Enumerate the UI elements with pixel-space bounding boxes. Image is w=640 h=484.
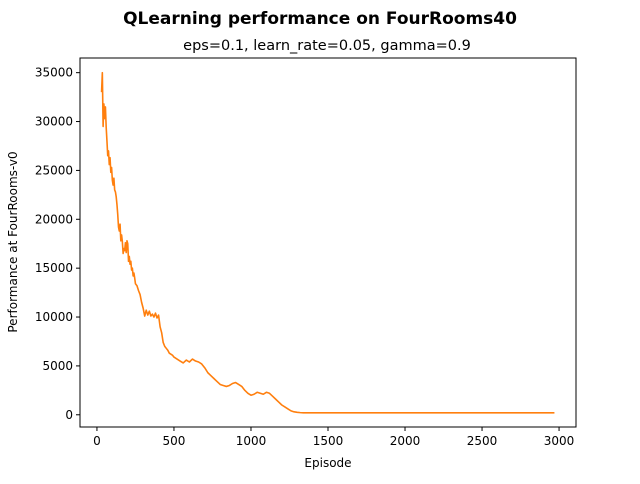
x-tick-label: 500	[163, 434, 186, 448]
y-axis-ticks: 0 5000 10000 15000 20000 25000 30000 35000	[35, 66, 80, 422]
x-tick-label: 1000	[236, 434, 267, 448]
x-axis-label: Episode	[304, 456, 351, 470]
chart-subtitle: eps=0.1, learn_rate=0.05, gamma=0.9	[183, 38, 471, 54]
axes	[79, 57, 577, 428]
x-tick-label: 0	[93, 434, 101, 448]
x-tick-label: 2500	[467, 434, 498, 448]
series-line-0	[100, 71, 555, 414]
y-tick-label: 35000	[35, 66, 73, 80]
y-tick-label: 20000	[35, 212, 73, 226]
y-tick-label: 25000	[35, 163, 73, 177]
y-tick-label: 15000	[35, 261, 73, 275]
chart-title: QLearning performance on FourRooms40	[123, 9, 517, 29]
y-tick-label: 10000	[35, 310, 73, 324]
x-tick-label: 3000	[544, 434, 575, 448]
y-tick-label: 30000	[35, 115, 73, 129]
x-axis-ticks: 0 500 1000 1500 2000 2500 3000	[93, 427, 574, 448]
plot-frame	[79, 57, 577, 428]
x-tick-label: 1500	[313, 434, 344, 448]
y-tick-label: 0	[65, 408, 73, 422]
y-tick-label: 5000	[42, 359, 73, 373]
y-axis-label: Performance at FourRooms-v0	[6, 151, 20, 332]
plot-area	[100, 71, 555, 414]
x-tick-label: 2000	[390, 434, 421, 448]
